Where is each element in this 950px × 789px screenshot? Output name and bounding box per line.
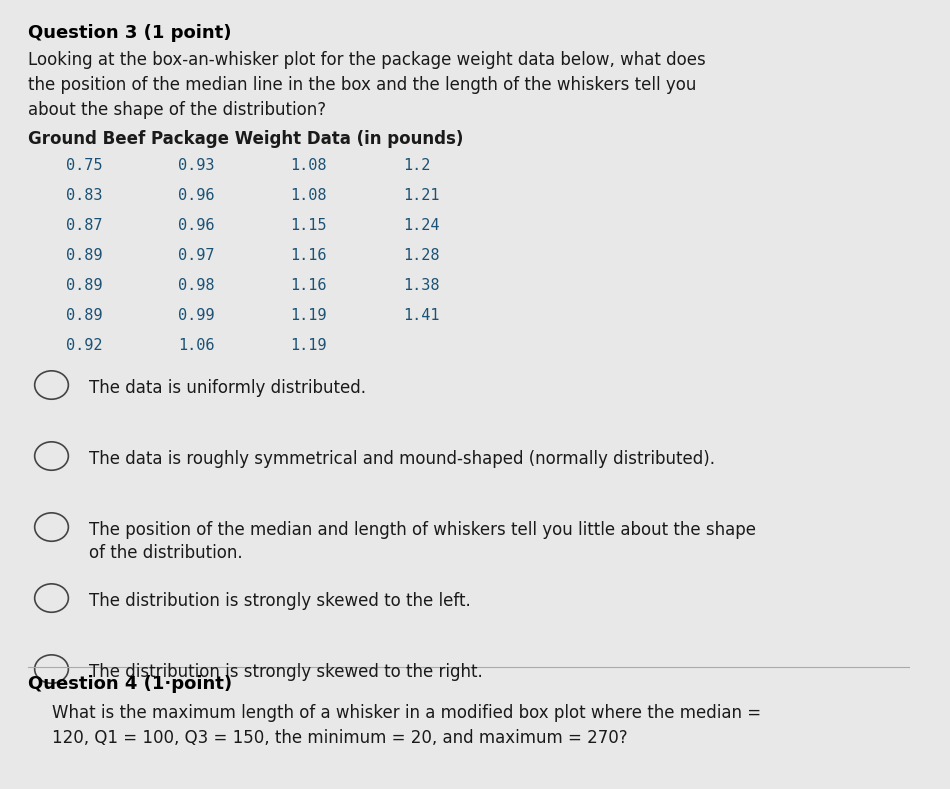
Text: 0.96: 0.96 — [178, 218, 215, 233]
Text: 0.96: 0.96 — [178, 188, 215, 203]
Text: 0.87: 0.87 — [66, 218, 102, 233]
Text: Looking at the box-an-whisker plot for the package weight data below, what does
: Looking at the box-an-whisker plot for t… — [28, 51, 706, 119]
Text: Ground Beef Package Weight Data (in pounds): Ground Beef Package Weight Data (in poun… — [28, 130, 464, 148]
Text: The position of the median and length of whiskers tell you little about the shap: The position of the median and length of… — [89, 521, 756, 563]
Text: 1.41: 1.41 — [403, 308, 439, 323]
Text: 1.06: 1.06 — [178, 338, 215, 353]
Text: 1.19: 1.19 — [291, 308, 327, 323]
Text: 1.21: 1.21 — [403, 188, 439, 203]
Text: 1.38: 1.38 — [403, 278, 439, 293]
Text: 1.16: 1.16 — [291, 248, 327, 263]
Text: 0.99: 0.99 — [178, 308, 215, 323]
Text: 1.2: 1.2 — [403, 158, 430, 173]
Text: 1.28: 1.28 — [403, 248, 439, 263]
Text: 0.98: 0.98 — [178, 278, 215, 293]
Text: 0.93: 0.93 — [178, 158, 215, 173]
Text: 1.08: 1.08 — [291, 158, 327, 173]
Text: 0.83: 0.83 — [66, 188, 102, 203]
Text: 0.89: 0.89 — [66, 308, 102, 323]
Text: 0.97: 0.97 — [178, 248, 215, 263]
Text: What is the maximum length of a whisker in a modified box plot where the median : What is the maximum length of a whisker … — [51, 704, 761, 746]
Text: The data is roughly symmetrical and mound-shaped (normally distributed).: The data is roughly symmetrical and moun… — [89, 450, 715, 468]
Text: The data is uniformly distributed.: The data is uniformly distributed. — [89, 379, 366, 397]
Text: 1.15: 1.15 — [291, 218, 327, 233]
Text: 1.19: 1.19 — [291, 338, 327, 353]
Text: 0.75: 0.75 — [66, 158, 102, 173]
Text: The distribution is strongly skewed to the right.: The distribution is strongly skewed to t… — [89, 663, 483, 681]
Text: 1.24: 1.24 — [403, 218, 439, 233]
Text: 1.16: 1.16 — [291, 278, 327, 293]
Text: 0.92: 0.92 — [66, 338, 102, 353]
Text: 0.89: 0.89 — [66, 278, 102, 293]
Text: Question 3 (1 point): Question 3 (1 point) — [28, 24, 232, 42]
Text: Question 4 (1·point): Question 4 (1·point) — [28, 675, 232, 693]
Text: The distribution is strongly skewed to the left.: The distribution is strongly skewed to t… — [89, 592, 471, 610]
Text: 1.08: 1.08 — [291, 188, 327, 203]
Text: 0.89: 0.89 — [66, 248, 102, 263]
